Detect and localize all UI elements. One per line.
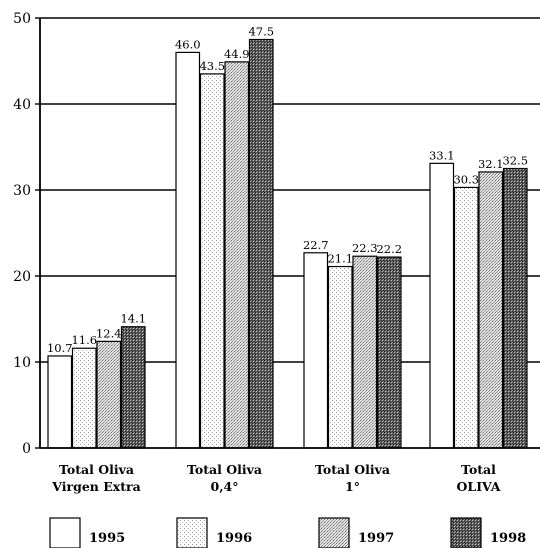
value-label-1998-cat-0: 14.1	[120, 312, 146, 326]
value-label-1997-cat-2: 22.3	[352, 241, 378, 255]
bar-1996-cat-3	[453, 186, 479, 449]
axes: 0 10 20 30 40 50	[13, 11, 540, 457]
category-label-0-line-1: Virgen Extra	[51, 479, 140, 494]
value-label-1998-cat-3: 32.5	[502, 154, 528, 168]
legend-swatch-1998	[450, 517, 482, 548]
bar-1995-cat-3	[429, 162, 455, 449]
value-label-1996-cat-1: 43.5	[199, 59, 225, 73]
legend-swatch-1997	[318, 517, 350, 548]
value-label-1997-cat-0: 12.4	[96, 326, 122, 340]
value-label-1997-cat-3: 32.1	[478, 157, 504, 171]
legend-label-1996: 1996	[216, 531, 252, 546]
bar-1998-cat-1	[248, 38, 274, 449]
legend-label-1995: 1995	[89, 531, 125, 546]
bar-1996-cat-2	[327, 265, 353, 449]
y-tick-label-40: 40	[13, 97, 31, 113]
y-tick-label-20: 20	[13, 269, 31, 285]
y-tick-label-10: 10	[13, 355, 31, 371]
bar-1995-cat-0	[47, 355, 73, 449]
bar-1998-cat-0	[120, 326, 146, 449]
value-label-1995-cat-0: 10.7	[47, 341, 73, 355]
bar-1996-cat-1	[199, 73, 225, 449]
bars	[47, 38, 528, 449]
y-tick-label-30: 30	[13, 183, 31, 199]
value-label-1995-cat-1: 46.0	[175, 37, 201, 51]
legend: 1995 1996 1997 1998	[49, 517, 526, 548]
bar-1998-cat-3	[502, 167, 528, 449]
legend-swatch-1996	[176, 517, 208, 548]
bar-1997-cat-0	[96, 340, 122, 449]
value-label-1998-cat-1: 47.5	[248, 25, 274, 39]
legend-label-1998: 1998	[490, 531, 526, 546]
value-label-1996-cat-3: 30.3	[453, 172, 479, 186]
legend-label-1997: 1997	[358, 531, 394, 546]
value-label-1995-cat-2: 22.7	[303, 238, 329, 252]
y-tick-label-0: 0	[22, 441, 31, 457]
category-label-2-line-0: Total Oliva	[315, 462, 390, 477]
bar-1997-cat-1	[224, 61, 250, 449]
value-label-1996-cat-0: 11.6	[71, 333, 97, 347]
value-label-1995-cat-3: 33.1	[429, 148, 455, 162]
category-label-0-line-0: Total Oliva	[59, 462, 134, 477]
category-label-3-line-0: Total	[461, 462, 496, 477]
value-label-1998-cat-2: 22.2	[376, 242, 402, 256]
legend-swatch-1995	[49, 517, 81, 548]
category-label-1-line-0: Total Oliva	[187, 462, 262, 477]
value-label-1997-cat-1: 44.9	[224, 47, 250, 61]
bar-1996-cat-0	[71, 347, 97, 449]
y-tick-label-50: 50	[13, 11, 31, 27]
category-labels: Total Oliva Virgen Extra Total Oliva 0,4° To…	[51, 462, 500, 494]
bar-1997-cat-3	[478, 171, 504, 449]
bar-1995-cat-2	[303, 252, 329, 449]
bar-1997-cat-2	[352, 255, 378, 449]
bar-1995-cat-1	[175, 51, 201, 449]
bar-1998-cat-2	[376, 256, 402, 449]
category-label-3-line-1: OLIVA	[457, 479, 501, 494]
category-label-1-line-1: 0,4°	[211, 479, 239, 494]
category-label-2-line-1: 1°	[345, 479, 360, 494]
value-labels: 10.7 46.0 22.7 33.1 11.6 43.5 21.1 30.3 12.4 44.9…	[47, 25, 528, 355]
value-label-1996-cat-2: 21.1	[327, 252, 353, 266]
